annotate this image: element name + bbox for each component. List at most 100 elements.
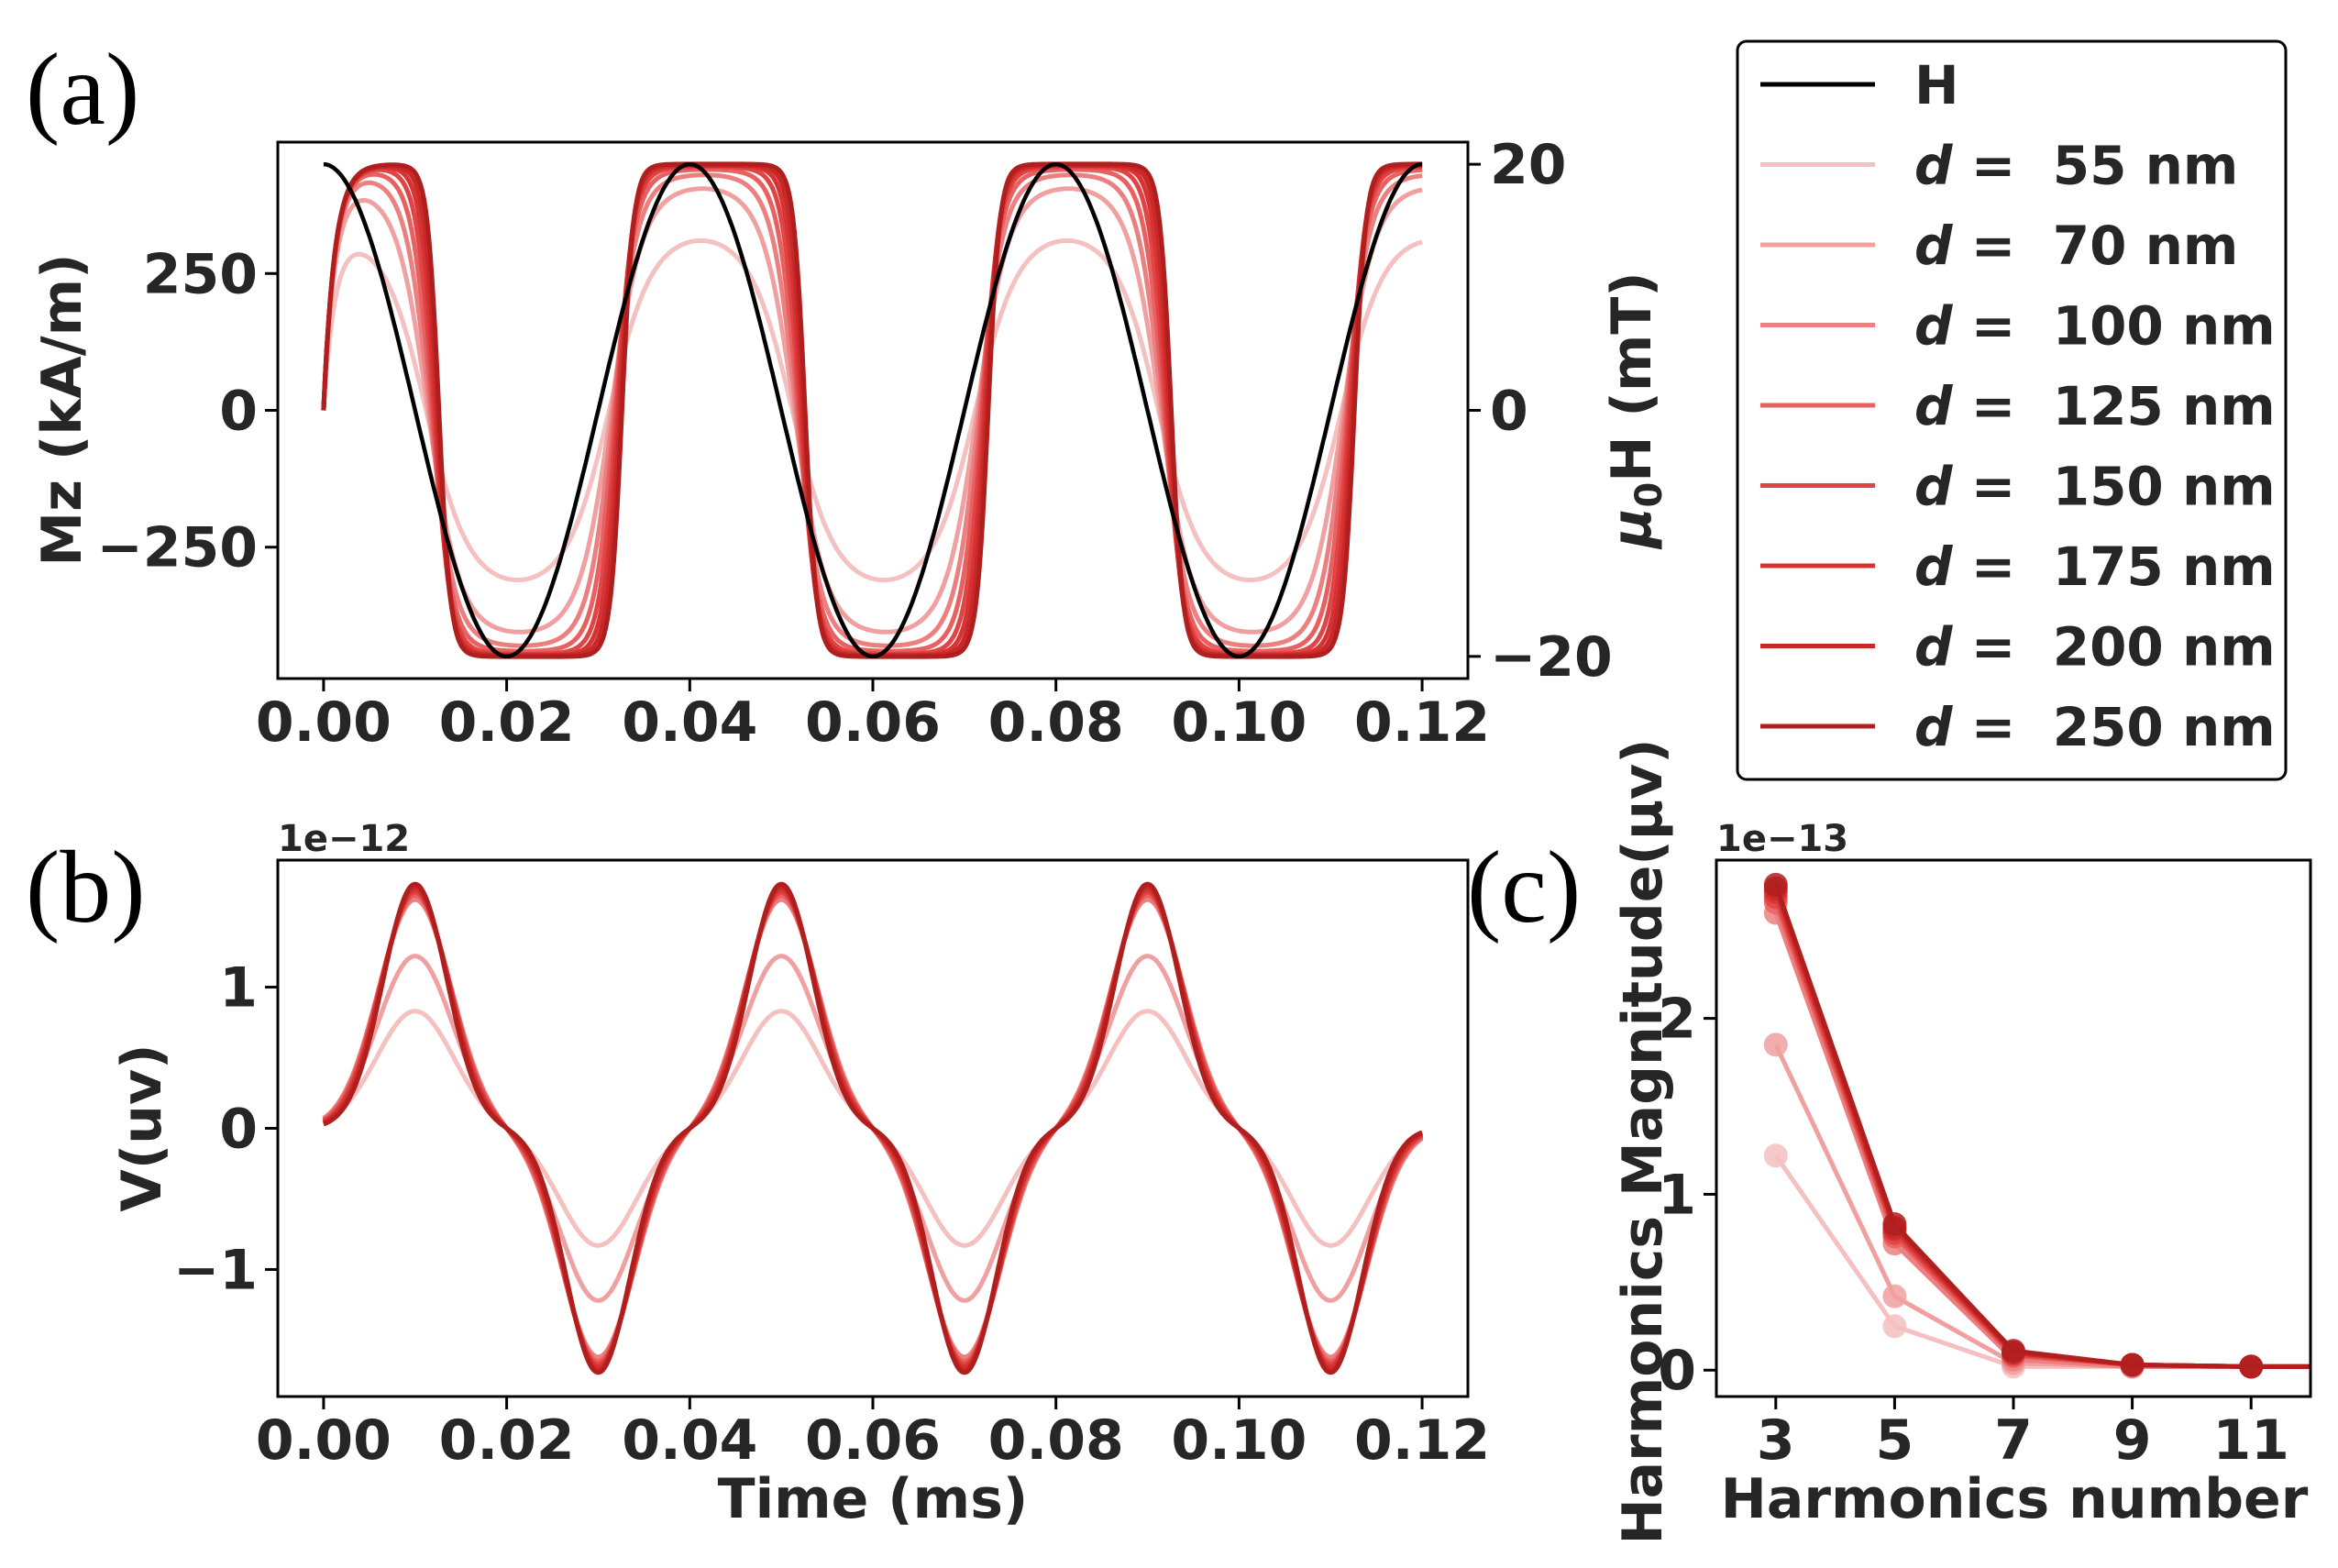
panel-b-xtick-label: 0.04	[622, 1408, 757, 1473]
panel-a-series-d55nm	[321, 238, 1423, 583]
panel-label-b: (b)	[26, 831, 146, 944]
panel-c-series-d55nm	[1773, 1154, 2310, 1369]
panel-b-xlabel: Time (ms)	[718, 1467, 1029, 1531]
panel-c-point	[1882, 1314, 1907, 1339]
legend-frame	[1736, 39, 2288, 781]
legend-label-var: d	[1914, 456, 1953, 518]
panel-c-xtick-label: 3	[1757, 1408, 1795, 1473]
panel-c-xtick-label: 7	[1994, 1408, 2033, 1473]
legend-label-text: = 200 nm	[1953, 616, 2276, 679]
legend-label-var: d	[1914, 696, 1953, 758]
panel-b-xtick-label: 0.02	[439, 1408, 575, 1473]
panel-label-a: (a)	[26, 33, 139, 147]
panel-c-ytick-label: 1	[1658, 1163, 1696, 1227]
panel-b-ytick-label: −1	[173, 1238, 258, 1302]
panel-c-point	[1882, 1284, 1907, 1309]
panel-c-series-d125nm	[1773, 901, 2310, 1369]
legend-label: d = 70 nm	[1914, 215, 2238, 277]
legend-label: d = 55 nm	[1914, 135, 2238, 197]
legend-label-var: d	[1914, 616, 1953, 679]
panel-c-xtick-label: 9	[2113, 1408, 2152, 1473]
panel-c-xtick-label: 5	[1876, 1408, 1914, 1473]
panel-a-xtick-label: 0.06	[805, 690, 941, 755]
panel-c-point	[1763, 872, 1788, 897]
panel-b-lines	[322, 881, 1424, 1375]
legend-entries: Hd = 55 nmd = 70 nmd = 100 nmd = 125 nmd…	[1760, 54, 2276, 758]
panel-a-xtick-label: 0.00	[256, 690, 392, 755]
panel-a-xticks: 0.00 0.02 0.04 0.06 0.08 0.10 0.12	[256, 679, 1490, 755]
panel-a-series-d100nm	[321, 172, 1423, 648]
legend-label: d = 250 nm	[1914, 696, 2276, 758]
panel-a-xtick-label: 0.12	[1354, 690, 1490, 755]
panel-a-ytick-label: 250	[143, 242, 258, 306]
panel-a-right-ytick-label: 0	[1490, 380, 1528, 444]
panel-a-series-d125nm	[321, 167, 1423, 654]
panel-c-xticks: 3 5 7 9 11	[1757, 1397, 2289, 1473]
panel-a-yticks-right: −20 0 20	[1468, 133, 1613, 690]
panel-c-point	[1763, 1143, 1788, 1168]
panel-a-yticks: −250 0 250	[96, 242, 278, 580]
legend-label-text: H	[1914, 54, 1959, 116]
panel-a-ytick-label: −250	[96, 516, 258, 580]
panel-b-series-d250nm	[322, 881, 1424, 1375]
panel-a: 0.00 0.02 0.04 0.06 0.08 0.10 0.12 −250 0 250 −2…	[30, 133, 1671, 755]
panel-a-xtick-label: 0.02	[439, 690, 575, 755]
panel-a-right-ytick-label: −20	[1490, 625, 1613, 690]
panel-a-series-H	[323, 161, 1423, 659]
legend-label-var: d	[1914, 536, 1953, 598]
panel-c-series-d100nm	[1773, 911, 2310, 1369]
panel-b-ytick-label: 0	[219, 1098, 258, 1162]
legend-label-text: = 175 nm	[1953, 536, 2276, 598]
panel-b-xtick-label: 0.06	[805, 1408, 941, 1473]
legend-label-text: = 250 nm	[1953, 696, 2276, 758]
panel-c-point	[2120, 1353, 2145, 1377]
legend-label: d = 100 nm	[1914, 295, 2276, 358]
panel-c-point	[2239, 1354, 2264, 1379]
panel-c-point	[1882, 1212, 1907, 1237]
panel-c-series-d70nm	[1773, 1043, 2310, 1369]
panel-a-series-d250nm	[321, 161, 1423, 659]
panel-c-xlabel: Harmonics number	[1721, 1467, 2309, 1531]
panel-b-yticks: −1 0 1	[173, 956, 278, 1302]
panel-a-xtick-label: 0.04	[622, 690, 757, 755]
panel-a-ytick-label: 0	[219, 380, 258, 444]
panel-b-xtick-label: 0.10	[1171, 1408, 1307, 1473]
panel-label-c: (c)	[1467, 831, 1581, 944]
panel-b-xtick-label: 0.08	[988, 1408, 1124, 1473]
panel-a-series-d200nm	[321, 162, 1423, 658]
legend-label-var: d	[1914, 295, 1953, 358]
panel-a-series-d70nm	[321, 186, 1423, 635]
legend: Hd = 55 nmd = 70 nmd = 100 nmd = 125 nmd…	[1736, 39, 2288, 781]
panel-c-ytick-label: 2	[1658, 988, 1696, 1052]
panel-b-xticks: 0.00 0.02 0.04 0.06 0.08 0.10 0.12	[256, 1397, 1490, 1473]
panel-c-offset-text: 1e−13	[1716, 818, 1848, 860]
panel-b-ytick-label: 1	[219, 956, 258, 1021]
legend-label: d = 200 nm	[1914, 616, 2276, 679]
panel-c: 3 5 7 9 11 0 1 2 1e−13 Harmonics Magnitude(μv)…	[1611, 738, 2312, 1545]
panel-c-yticks: 0 1 2	[1658, 988, 1716, 1403]
legend-label-var: d	[1914, 375, 1953, 437]
legend-label-text: = 125 nm	[1953, 375, 2276, 437]
panel-c-point	[2002, 1339, 2025, 1364]
panel-a-right-ytick-label: 20	[1490, 133, 1567, 197]
panel-c-ylabel: Harmonics Magnitude(μv)	[1611, 738, 1675, 1544]
legend-label-text: = 55 nm	[1953, 135, 2239, 197]
panel-a-xtick-label: 0.08	[988, 690, 1124, 755]
panel-c-ytick-label: 0	[1658, 1339, 1696, 1403]
legend-label-text: = 100 nm	[1953, 295, 2276, 358]
panel-b-ylabel: V(uv)	[110, 1043, 174, 1211]
panel-a-xtick-label: 0.10	[1171, 690, 1307, 755]
panel-a-ylabel: Mz (kA/m)	[30, 253, 94, 566]
legend-label: d = 125 nm	[1914, 375, 2276, 437]
legend-label: d = 150 nm	[1914, 456, 2276, 518]
legend-label-text: = 70 nm	[1953, 215, 2239, 277]
panel-b-xtick-label: 0.12	[1354, 1408, 1490, 1473]
legend-label-var: d	[1914, 215, 1953, 277]
panel-a-lines	[321, 161, 1423, 659]
panel-c-lines	[1763, 872, 2310, 1379]
panel-a-ylabel-right: μ0H (mT)	[1600, 271, 1671, 549]
legend-label: H	[1914, 54, 1959, 116]
panel-c-point	[1763, 1032, 1788, 1057]
panel-b: 0.00 0.02 0.04 0.06 0.08 0.10 0.12 −101 1e−12 …	[110, 818, 1490, 1531]
legend-label-var: d	[1914, 135, 1953, 197]
